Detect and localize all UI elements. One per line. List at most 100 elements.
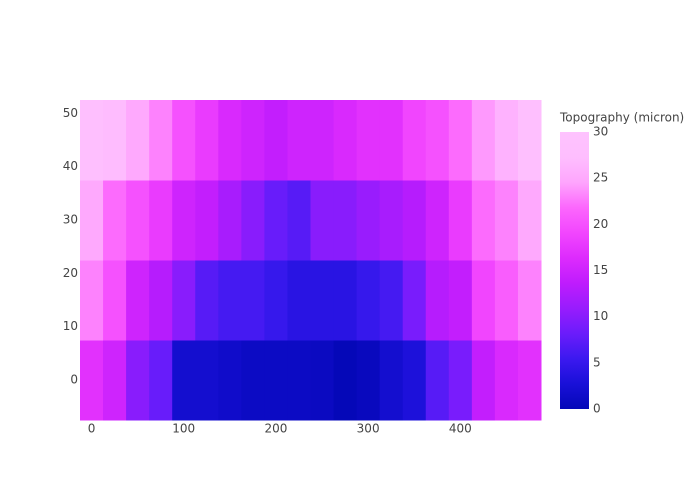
heatmap-cell bbox=[103, 100, 127, 181]
heatmap-cell bbox=[287, 260, 311, 341]
heatmap-cell bbox=[241, 100, 265, 181]
colorbar-tick-label: 30 bbox=[593, 125, 608, 139]
heatmap-cell bbox=[379, 260, 404, 341]
y-tick-label: 50 bbox=[63, 106, 78, 120]
y-tick-label: 30 bbox=[63, 213, 78, 227]
heatmap-cell bbox=[218, 180, 242, 261]
heatmap-cell bbox=[264, 260, 288, 341]
heatmap-cell bbox=[126, 180, 150, 261]
heatmap-cell bbox=[402, 180, 427, 261]
heatmap-cell bbox=[80, 180, 104, 261]
heatmap-cell bbox=[494, 180, 519, 261]
colorbar-tick-label: 0 bbox=[593, 402, 601, 416]
heatmap-cell bbox=[264, 100, 288, 181]
heatmap-cell bbox=[517, 100, 542, 181]
heatmap-cell bbox=[356, 100, 381, 181]
heatmap-cell bbox=[103, 260, 127, 341]
heatmap-cell bbox=[333, 260, 358, 341]
x-tick-label: 0 bbox=[88, 422, 96, 436]
colorbar-tick-label: 10 bbox=[593, 309, 608, 323]
x-tick-label: 100 bbox=[172, 422, 195, 436]
heatmap-cell bbox=[218, 100, 242, 181]
heatmap-cell bbox=[448, 100, 473, 181]
x-tick-label: 200 bbox=[264, 422, 287, 436]
heatmap-cell bbox=[425, 180, 450, 261]
heatmap-cell bbox=[287, 180, 311, 261]
heatmap-cell bbox=[287, 100, 311, 181]
colorbar-tick-label: 25 bbox=[593, 171, 608, 185]
heatmap-cell bbox=[517, 340, 542, 421]
colorbar bbox=[560, 132, 589, 409]
heatmap-cell bbox=[126, 100, 150, 181]
heatmap-cell bbox=[333, 100, 358, 181]
heatmap-cell bbox=[333, 340, 358, 421]
heatmap-cell bbox=[425, 340, 450, 421]
heatmap-cell bbox=[517, 180, 542, 261]
heatmap-cell bbox=[172, 260, 196, 341]
y-tick-label: 0 bbox=[70, 373, 78, 387]
heatmap-cell bbox=[149, 340, 173, 421]
heatmap-cell bbox=[402, 100, 427, 181]
heatmap-cell bbox=[379, 100, 404, 181]
heatmap-cell bbox=[402, 260, 427, 341]
colorbar-title: Topography (micron) bbox=[559, 111, 684, 125]
heatmap-cell bbox=[80, 340, 104, 421]
heatmap-cell bbox=[195, 340, 219, 421]
heatmap-cell bbox=[126, 340, 150, 421]
heatmap-cell bbox=[310, 180, 335, 261]
x-tick-label: 400 bbox=[449, 422, 472, 436]
y-tick-label: 40 bbox=[63, 159, 78, 173]
heatmap-cell bbox=[379, 340, 404, 421]
heatmap-cell bbox=[494, 100, 519, 181]
heatmap-cell bbox=[218, 340, 242, 421]
heatmap-cell bbox=[80, 260, 104, 341]
heatmap-cell bbox=[195, 260, 219, 341]
colorbar-tick-label: 15 bbox=[593, 263, 608, 277]
heatmap-cell bbox=[80, 100, 104, 181]
heatmap-cell bbox=[448, 260, 473, 341]
heatmap-cell bbox=[310, 340, 335, 421]
heatmap-cell bbox=[172, 100, 196, 181]
heatmap-cell bbox=[241, 180, 265, 261]
heatmap-cell bbox=[241, 260, 265, 341]
heatmap-cell bbox=[310, 260, 335, 341]
heatmap-cell bbox=[195, 180, 219, 261]
x-tick-label: 300 bbox=[357, 422, 380, 436]
heatmap-cell bbox=[356, 180, 381, 261]
heatmap-cell bbox=[172, 340, 196, 421]
colorbar-tick-label: 20 bbox=[593, 217, 608, 231]
heatmap-cell bbox=[379, 180, 404, 261]
colorbar-tick-label: 5 bbox=[593, 355, 601, 369]
heatmap-cell bbox=[172, 180, 196, 261]
y-tick-label: 20 bbox=[63, 266, 78, 280]
heatmap-cell bbox=[425, 260, 450, 341]
heatmap-cell bbox=[471, 260, 496, 341]
heatmap-cell bbox=[494, 260, 519, 341]
heatmap-cell bbox=[264, 340, 288, 421]
heatmap-cell bbox=[356, 260, 381, 341]
heatmap-cell bbox=[310, 100, 335, 181]
heatmap-cell bbox=[356, 340, 381, 421]
heatmap-cell bbox=[471, 100, 496, 181]
heatmap-cell bbox=[218, 260, 242, 341]
heatmap-cell bbox=[448, 340, 473, 421]
heatmap-cell bbox=[517, 260, 542, 341]
y-tick-label: 10 bbox=[63, 319, 78, 333]
heatmap-cell bbox=[287, 340, 311, 421]
heatmap-cell bbox=[149, 260, 173, 341]
heatmap-cell bbox=[126, 260, 150, 341]
heatmap-cell bbox=[333, 180, 358, 261]
heatmap-cell bbox=[425, 100, 450, 181]
heatmap-cell bbox=[149, 100, 173, 181]
heatmap-cell bbox=[103, 340, 127, 421]
heatmap-cell bbox=[471, 180, 496, 261]
heatmap-cell bbox=[195, 100, 219, 181]
heatmap-cell bbox=[494, 340, 519, 421]
heatmap-cell bbox=[241, 340, 265, 421]
heatmap-cell bbox=[149, 180, 173, 261]
heatmap-cell bbox=[264, 180, 288, 261]
heatmap-cell bbox=[402, 340, 427, 421]
heatmap-cell bbox=[448, 180, 473, 261]
heatmap-cell bbox=[103, 180, 127, 261]
